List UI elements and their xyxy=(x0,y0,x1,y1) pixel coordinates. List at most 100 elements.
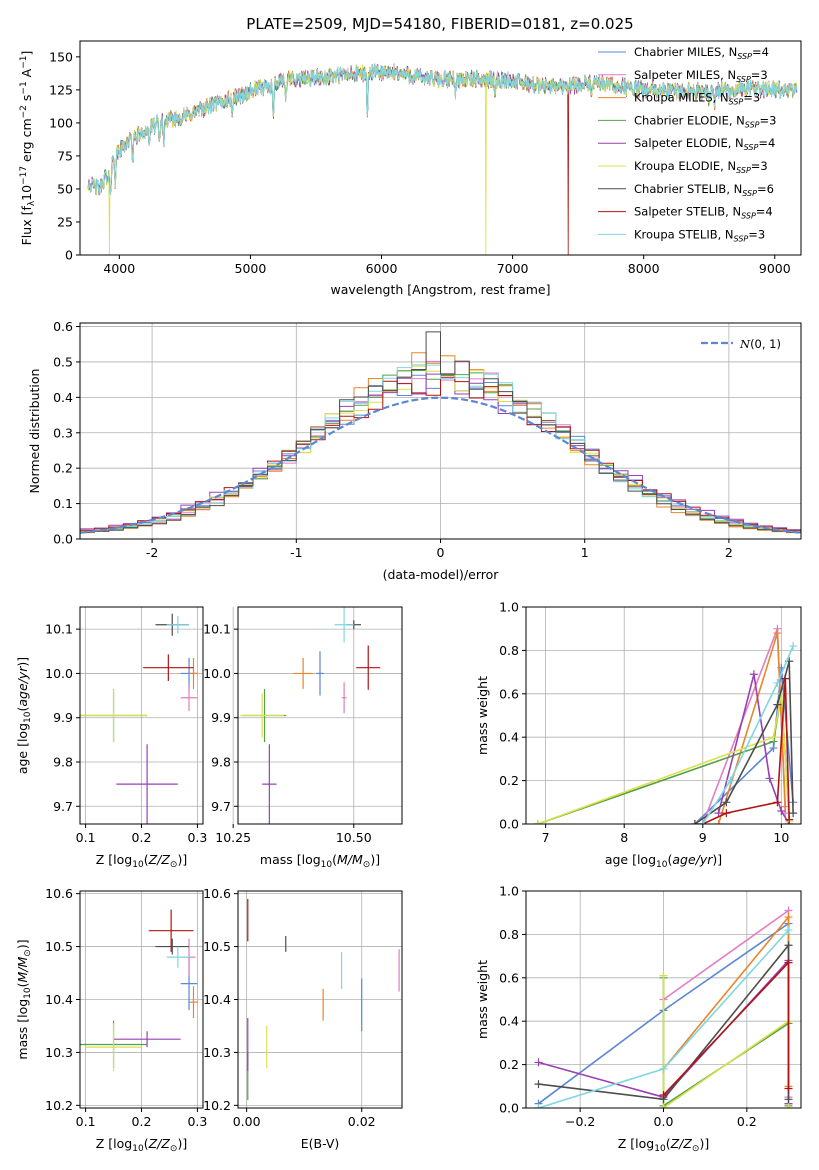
residuals-xtick-label: -1 xyxy=(290,545,302,560)
age-vs-mass-ytick-label: 9.9 xyxy=(211,710,231,725)
massweight-vs-Z-xtick-label: −0.2 xyxy=(565,1114,595,1129)
massweight-vs-Z-ytick-label: 0.8 xyxy=(499,927,519,942)
spectrum-ytick-label: 75 xyxy=(57,148,73,163)
massweight-vs-age-xtick-label: 7 xyxy=(542,830,550,845)
mass-vs-ebv-axes: 0.00 0.02 10.2 10.3 10.4 10.5 10.6 E(B-V) xyxy=(203,886,403,1151)
spectrum-xtick-label: 7000 xyxy=(497,261,529,276)
massweight-vs-Z-xtick-label: 0.0 xyxy=(654,1114,674,1129)
massweight-vs-age-ytick-label: 0.8 xyxy=(499,643,519,658)
residuals-ytick-label: 0.0 xyxy=(53,532,73,547)
massweight-vs-Z-marker xyxy=(784,958,793,967)
massweight-vs-Z-marker xyxy=(659,1064,668,1073)
residuals-xlabel: (data-model)/error xyxy=(383,567,500,582)
massweight-vs-Z-marker xyxy=(534,1058,543,1067)
age-vs-Z-ytick-label: 9.7 xyxy=(53,799,73,814)
age-vs-Z-ylabel: age [log10(age/yr)] xyxy=(15,657,33,774)
mass-vs-ebv-ytick-label: 10.2 xyxy=(203,1098,231,1113)
massweight-vs-Z-ytick-label: 0.4 xyxy=(499,1014,519,1029)
age-vs-Z-xtick-label: 0.1 xyxy=(76,830,96,845)
age-vs-mass-ytick-label: 10.0 xyxy=(203,666,231,681)
spectrum-legend: Chabrier MILES, NSSP=4 Salpeter MILES, NS… xyxy=(598,45,776,243)
age-vs-Z-ytick-label: 10.0 xyxy=(45,666,73,681)
mass-vs-Z-ylabel: mass [log10(M/M⊙)] xyxy=(15,939,33,1059)
mass-vs-ebv-ytick-label: 10.5 xyxy=(203,939,231,954)
massweight-vs-age-marker xyxy=(789,809,798,818)
legend-entry: Kroupa STELIB, NSSP=3 xyxy=(634,227,765,243)
age-vs-Z-errorbar xyxy=(180,684,198,712)
massweight-vs-age-marker xyxy=(765,774,774,783)
massweight-vs-Z-xlabel: Z [log10(Z/Z⊙)] xyxy=(618,1136,709,1154)
massweight-vs-Z-ytick-label: 0.0 xyxy=(499,1101,519,1116)
massweight-vs-age-series xyxy=(533,689,794,824)
age-vs-Z-errorbar xyxy=(143,654,194,681)
mass-vs-Z-ytick-label: 10.4 xyxy=(45,992,73,1007)
spectrum-ytick-label: 0 xyxy=(65,248,73,263)
age-vs-mass-errorbar xyxy=(356,645,381,690)
residuals-frame xyxy=(79,322,802,540)
legend-entry: N(0, 1) xyxy=(739,337,781,351)
residuals-ytick-label: 0.2 xyxy=(53,461,73,476)
massweight-vs-Z-axes: −0.2 0.0 0.2 0.0 0.2 0.4 0.6 0.8 1.0 mass weight Z… xyxy=(475,884,802,1154)
age-vs-Z-frame xyxy=(79,606,204,825)
spectrum-xtick-label: 6000 xyxy=(366,261,398,276)
massweight-vs-age-marker xyxy=(533,820,542,824)
residuals-xtick-label: 0 xyxy=(437,545,445,560)
massweight-vs-Z-ylabel: mass weight xyxy=(475,960,490,1039)
massweight-vs-age-marker xyxy=(722,798,731,807)
mass-vs-Z-errorbar xyxy=(148,909,194,952)
massweight-vs-age-marker xyxy=(769,733,778,742)
mass-vs-Z-ytick-label: 10.2 xyxy=(45,1098,73,1113)
massweight-vs-Z-marker xyxy=(659,1090,668,1099)
massweight-vs-Z-marker xyxy=(784,913,793,922)
legend-entry: Salpeter STELIB, NSSP=4 xyxy=(634,205,773,221)
residuals-axes: -2 -1 0 1 2 0.0 0.1 0.2 0.3 0.4 0.5 0.6 N(0, 1) (data… xyxy=(27,319,802,582)
mass-vs-Z-axes: 0.1 0.2 0.3 10.2 10.3 10.4 10.5 10.6 Z [log10(Z/… xyxy=(15,886,207,1154)
massweight-vs-age-marker xyxy=(690,820,699,824)
mass-vs-Z-xtick-label: 0.2 xyxy=(132,1114,152,1129)
residuals-ylabel: Normed distribution xyxy=(27,369,42,494)
spectrum-xtick-label: 4000 xyxy=(103,261,135,276)
age-vs-Z-errorbar xyxy=(116,744,178,824)
age-vs-Z-ytick-label: 10.1 xyxy=(45,622,73,637)
massweight-vs-Z-plot-area xyxy=(534,906,793,1108)
mass-vs-ebv-ytick-label: 10.4 xyxy=(203,992,231,1007)
massweight-vs-Z-marker xyxy=(784,941,793,950)
massweight-vs-age-ytick-label: 0.2 xyxy=(499,773,519,788)
age-vs-mass-ytick-label: 9.7 xyxy=(211,799,231,814)
age-vs-Z-xlabel: Z [log10(Z/Z⊙)] xyxy=(96,852,187,870)
mass-vs-ebv-ytick-label: 10.3 xyxy=(203,1045,231,1060)
massweight-vs-Z-line xyxy=(662,960,790,1096)
massweight-vs-Z-marker xyxy=(784,926,793,935)
age-vs-mass-errorbar xyxy=(240,693,284,738)
mass-vs-Z-errorbar xyxy=(189,986,198,1019)
age-vs-mass-ytick-label: 9.8 xyxy=(211,755,231,770)
spectrum-axes: 4000 5000 6000 7000 8000 9000 0 25 50 75 100 125 150… xyxy=(19,40,802,297)
mass-vs-ebv-ytick-label: 10.6 xyxy=(203,886,231,901)
massweight-vs-Z-frame xyxy=(525,890,802,1109)
mass-vs-ebv-frame xyxy=(237,890,403,1109)
age-vs-Z-ytick-label: 9.9 xyxy=(53,710,73,725)
age-vs-Z-xtick-label: 0.2 xyxy=(132,830,152,845)
spectrum-xtick-label: 9000 xyxy=(759,261,791,276)
spectrum-ytick-label: 50 xyxy=(57,181,73,196)
spectrum-ytick-label: 100 xyxy=(49,115,73,130)
spectrum-xtick-label: 5000 xyxy=(235,261,267,276)
spectrum-plot-area xyxy=(87,63,798,255)
residuals-xtick-label: -2 xyxy=(146,545,158,560)
massweight-vs-age-axes: 7 8 9 10 0.0 0.2 0.4 0.6 0.8 1.0 mass weight age [l… xyxy=(475,600,802,870)
massweight-vs-age-line xyxy=(702,628,787,824)
age-vs-mass-errorbar xyxy=(334,607,354,643)
massweight-vs-Z-marker xyxy=(659,1104,668,1108)
age-vs-Z-errorbar xyxy=(189,657,198,689)
residuals-ytick-label: 0.5 xyxy=(53,354,73,369)
massweight-vs-age-xlabel: age [log10(age/yr)] xyxy=(605,852,722,870)
spectrum-ylabel: Flux [fλ10−17 erg cm−2 s−1 A−1] xyxy=(19,51,37,246)
mass-vs-Z-xtick-label: 0.1 xyxy=(76,1114,96,1129)
residuals-xtick-label: 2 xyxy=(725,545,733,560)
spectrum-ytick-label: 150 xyxy=(49,49,73,64)
massweight-vs-age-xtick-label: 10 xyxy=(773,830,789,845)
legend-entry: Chabrier ELODIE, NSSP=3 xyxy=(634,113,776,129)
mass-vs-Z-grid xyxy=(80,891,203,1108)
age-vs-mass-ytick-label: 10.1 xyxy=(203,622,231,637)
mass-vs-Z-xlabel: Z [log10(Z/Z⊙)] xyxy=(96,1136,187,1154)
